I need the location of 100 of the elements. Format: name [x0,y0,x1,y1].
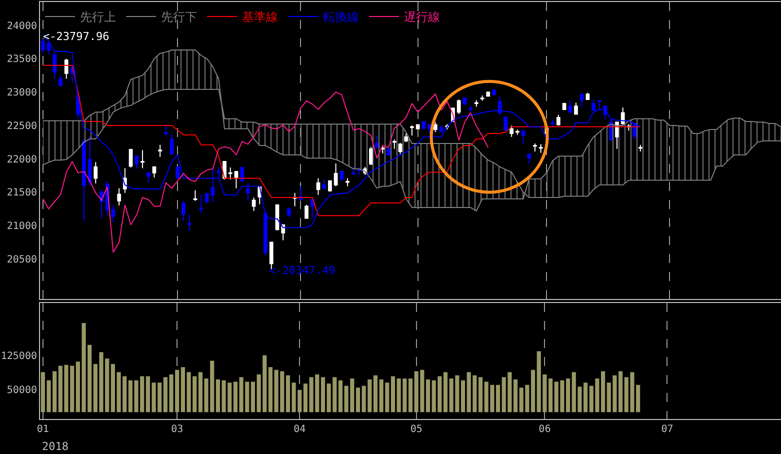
candlestick [205,193,209,204]
candlestick [316,178,320,196]
bar [548,378,553,412]
candlestick [521,130,526,144]
line-series [42,92,489,253]
candlestick [182,200,186,222]
y-tick-label: 125000 [0,350,37,362]
bar [233,382,238,412]
candlestick [193,190,198,202]
candlestick [252,197,256,212]
legend-label: 転換線 [323,10,359,24]
candlestick [597,100,602,110]
candlestick [134,155,139,170]
candlestick [428,124,432,134]
candlestick [492,90,496,96]
bar [408,378,413,412]
bar [198,372,202,412]
candlestick [187,214,192,232]
candlestick [246,182,250,202]
candlestick [322,179,326,190]
candlestick [210,168,215,203]
bar [268,367,273,412]
annotation: <-20347.49 [269,264,336,277]
candlestick [287,207,291,218]
x-tick-label: 05 [410,424,422,435]
candlestick [474,100,478,108]
candlestick [410,124,414,136]
candlestick [515,128,520,136]
y-tick-label: 24000 [6,20,37,32]
candlestick [199,194,204,214]
candlestick [117,188,122,206]
candlestick [533,142,537,152]
bar [496,384,500,412]
candlestick [158,144,162,158]
candlestick [328,180,332,192]
bar [443,372,448,412]
x-tick-label: 06 [538,424,551,435]
x-tick-label: 04 [294,424,306,435]
candlestick [334,163,338,187]
candlestick [556,114,560,126]
x-tick-label: 01 [36,424,49,435]
bar [320,377,326,412]
y-tick-label: 22500 [6,120,37,132]
candlestick [170,132,174,156]
y-tick-label: 23500 [6,54,37,66]
candlestick [580,92,584,108]
y-tick-label: 22000 [6,154,37,166]
y-tick-label: 20500 [6,254,37,266]
candlestick [228,167,232,180]
candlestick [340,171,344,181]
candlestick [64,58,68,80]
candlestick [498,96,502,116]
candlestick [480,94,484,102]
candlestick [152,166,156,178]
candlestick [433,122,438,133]
annotation: <-23797.96 [43,30,110,43]
candlestick [240,167,244,182]
candlestick [486,92,490,97]
candlestick [568,100,572,113]
candlestick [304,204,308,219]
y-tick-label: 21000 [6,221,37,232]
legend-label: 先行上 [80,10,116,24]
candlestick [176,166,180,180]
candlestick [416,124,420,130]
bar [373,375,378,412]
bar [513,379,518,412]
candlestick [538,144,543,154]
candlestick [574,102,578,116]
candlestick [52,52,57,80]
y-tick-label: 23000 [6,88,37,99]
candlestick [422,120,426,130]
candlestick [586,92,590,100]
candlestick [310,199,314,219]
candlestick [468,106,472,113]
candlestick [510,124,514,138]
bar [566,378,570,412]
y-tick-label: 21500 [6,188,37,199]
bar [303,384,308,412]
bar [426,379,430,412]
legend-label: 遅行線 [404,10,440,24]
candlestick [527,154,532,164]
x-tick-label: 07 [661,424,674,435]
candlestick [146,172,150,184]
text: 2018 [42,440,68,453]
candlestick [592,98,596,112]
candlestick [234,171,238,189]
legend-label: 基準線 [242,10,278,24]
candlestick [94,162,98,184]
line-series [42,64,641,216]
bar [338,380,343,412]
candlestick [456,98,461,115]
candlestick [164,124,168,138]
bar [286,375,290,412]
bar [356,388,360,412]
legend-label: 先行下 [161,10,197,24]
bar [250,382,256,412]
candlestick [620,106,625,126]
candlestick [58,74,62,88]
bar [460,380,466,412]
x-tick-label: 03 [171,424,184,435]
